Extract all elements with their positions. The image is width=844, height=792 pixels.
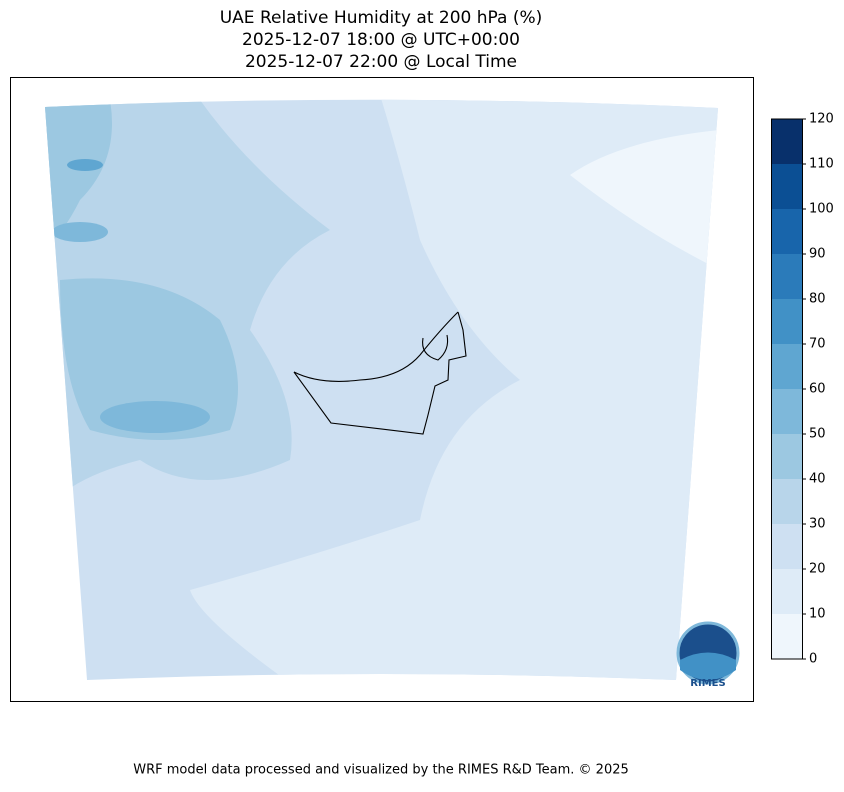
colorbar-band [771, 344, 802, 389]
colorbar-tick-label: 70 [809, 337, 826, 352]
colorbar-band [771, 254, 802, 299]
colorbar: 0 10 20 30 40 50 60 70 80 90 100 110 120 [771, 112, 834, 667]
colorbar-tick-label: 30 [809, 517, 826, 532]
colorbar-tick-label: 50 [809, 427, 826, 442]
colorbar-band [771, 479, 802, 524]
colorbar-tick-label: 40 [809, 472, 826, 487]
colorbar-tick-label: 100 [809, 202, 834, 217]
humidity-field [45, 99, 718, 680]
colorbar-tick-label: 90 [809, 247, 826, 262]
colorbar-band [771, 524, 802, 569]
colorbar-tick-label: 0 [809, 652, 817, 667]
colorbar-band [771, 164, 802, 209]
colorbar-tick-label: 110 [809, 157, 834, 172]
logo: RIMES [676, 621, 740, 689]
colorbar-band [771, 389, 802, 434]
colorbar-band [771, 119, 802, 164]
colorbar-tick-label: 20 [809, 562, 826, 577]
colorbar-tick-label: 120 [809, 112, 834, 127]
title-line: 2025-12-07 22:00 @ Local Time [245, 52, 517, 72]
title-line: 2025-12-07 18:00 @ UTC+00:00 [242, 30, 520, 50]
logo-text: RIMES [690, 678, 725, 689]
colorbar-band [771, 569, 802, 614]
colorbar-band [771, 434, 802, 479]
colorbar-tick-label: 80 [809, 292, 826, 307]
colorbar-band [771, 299, 802, 344]
colorbar-tick-label: 10 [809, 607, 826, 622]
footer: WRF model data processed and visualized … [133, 763, 629, 778]
colorbar-band [771, 209, 802, 254]
colorbar-tick-label: 60 [809, 382, 826, 397]
colorbar-band [771, 614, 802, 659]
title-line: UAE Relative Humidity at 200 hPa (%) [220, 8, 543, 28]
boundary [293, 311, 467, 435]
